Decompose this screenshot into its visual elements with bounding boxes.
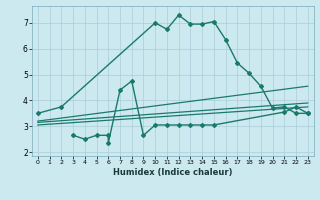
X-axis label: Humidex (Indice chaleur): Humidex (Indice chaleur) bbox=[113, 168, 233, 177]
